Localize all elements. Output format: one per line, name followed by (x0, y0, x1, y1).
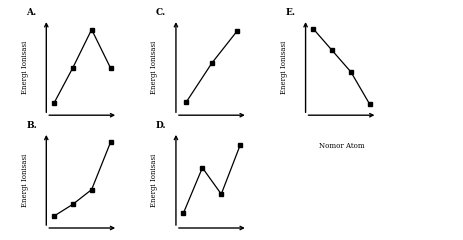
Text: B.: B. (26, 121, 37, 130)
Text: Energi Ionisasi: Energi Ionisasi (150, 153, 158, 207)
Text: E.: E. (286, 8, 295, 17)
Text: Energi Ionisasi: Energi Ionisasi (150, 41, 158, 94)
Text: Nomor Atom: Nomor Atom (59, 142, 105, 150)
Text: C.: C. (156, 8, 166, 17)
Text: Energi Ionisasi: Energi Ionisasi (21, 41, 29, 94)
Text: Nomor Atom: Nomor Atom (189, 142, 235, 150)
Text: D.: D. (156, 121, 167, 130)
Text: Energi Ionisasi: Energi Ionisasi (280, 41, 288, 94)
Text: Energi Ionisasi: Energi Ionisasi (21, 153, 29, 207)
Text: Nomor Atom: Nomor Atom (319, 142, 364, 150)
Text: A.: A. (26, 8, 37, 17)
